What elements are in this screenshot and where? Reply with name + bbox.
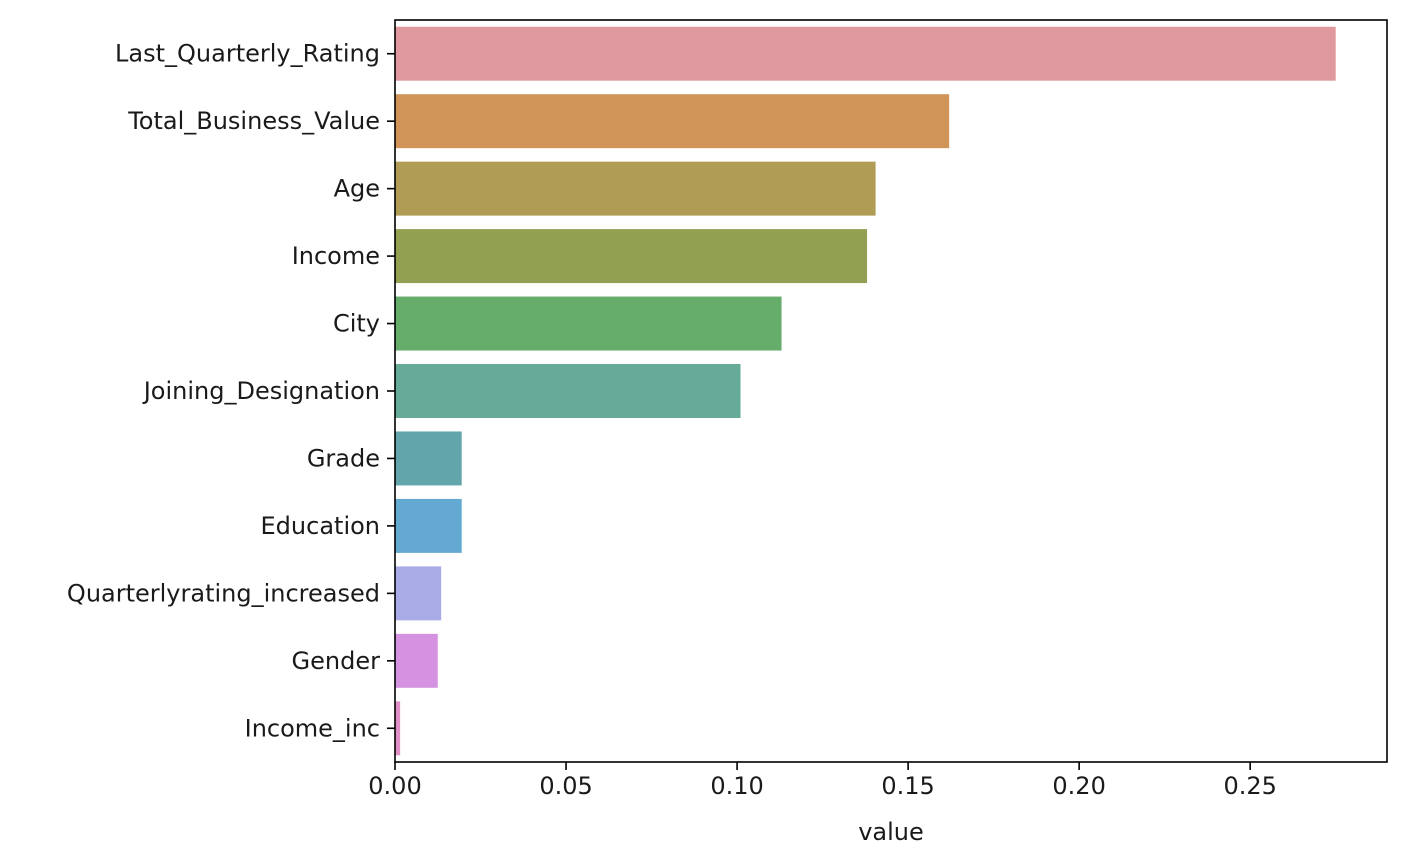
y-axis: Last_Quarterly_Rating Total_Business_Valu… (67, 40, 395, 742)
y-tick-label-5: Joining_Designation (142, 377, 380, 405)
x-axis: 0.00 0.05 0.10 0.15 0.20 0.25 (368, 762, 1277, 800)
x-tick-label-5: 0.25 (1223, 772, 1276, 800)
bar-5 (395, 364, 741, 418)
x-tick-label-4: 0.20 (1052, 772, 1105, 800)
bar-7 (395, 498, 462, 553)
bars-group (395, 26, 1336, 756)
y-tick-label-6: Grade (307, 444, 380, 472)
bar-2 (395, 161, 876, 216)
x-axis-label: value (858, 818, 924, 846)
x-tick-label-1: 0.05 (539, 772, 592, 800)
bar-9 (395, 633, 438, 688)
y-tick-label-1: Total_Business_Value (127, 107, 380, 135)
y-tick-label-8: Quarterlyrating_increased (67, 579, 380, 607)
bar-0 (395, 26, 1336, 81)
x-tick-label-0: 0.00 (368, 772, 421, 800)
y-tick-label-0: Last_Quarterly_Rating (115, 40, 380, 68)
bar-3 (395, 229, 868, 284)
x-tick-label-2: 0.10 (710, 772, 763, 800)
y-tick-label-4: City (333, 310, 380, 338)
y-tick-label-2: Age (334, 175, 380, 203)
bar-6 (395, 431, 462, 486)
bar-1 (395, 94, 950, 149)
bar-4 (395, 296, 782, 351)
y-tick-label-10: Income_inc (245, 714, 380, 742)
y-tick-label-7: Education (261, 512, 380, 540)
y-tick-label-9: Gender (292, 647, 381, 675)
y-tick-label-3: Income (292, 242, 380, 270)
x-tick-label-3: 0.15 (881, 772, 934, 800)
bar-10 (395, 701, 401, 756)
bar-8 (395, 566, 442, 621)
